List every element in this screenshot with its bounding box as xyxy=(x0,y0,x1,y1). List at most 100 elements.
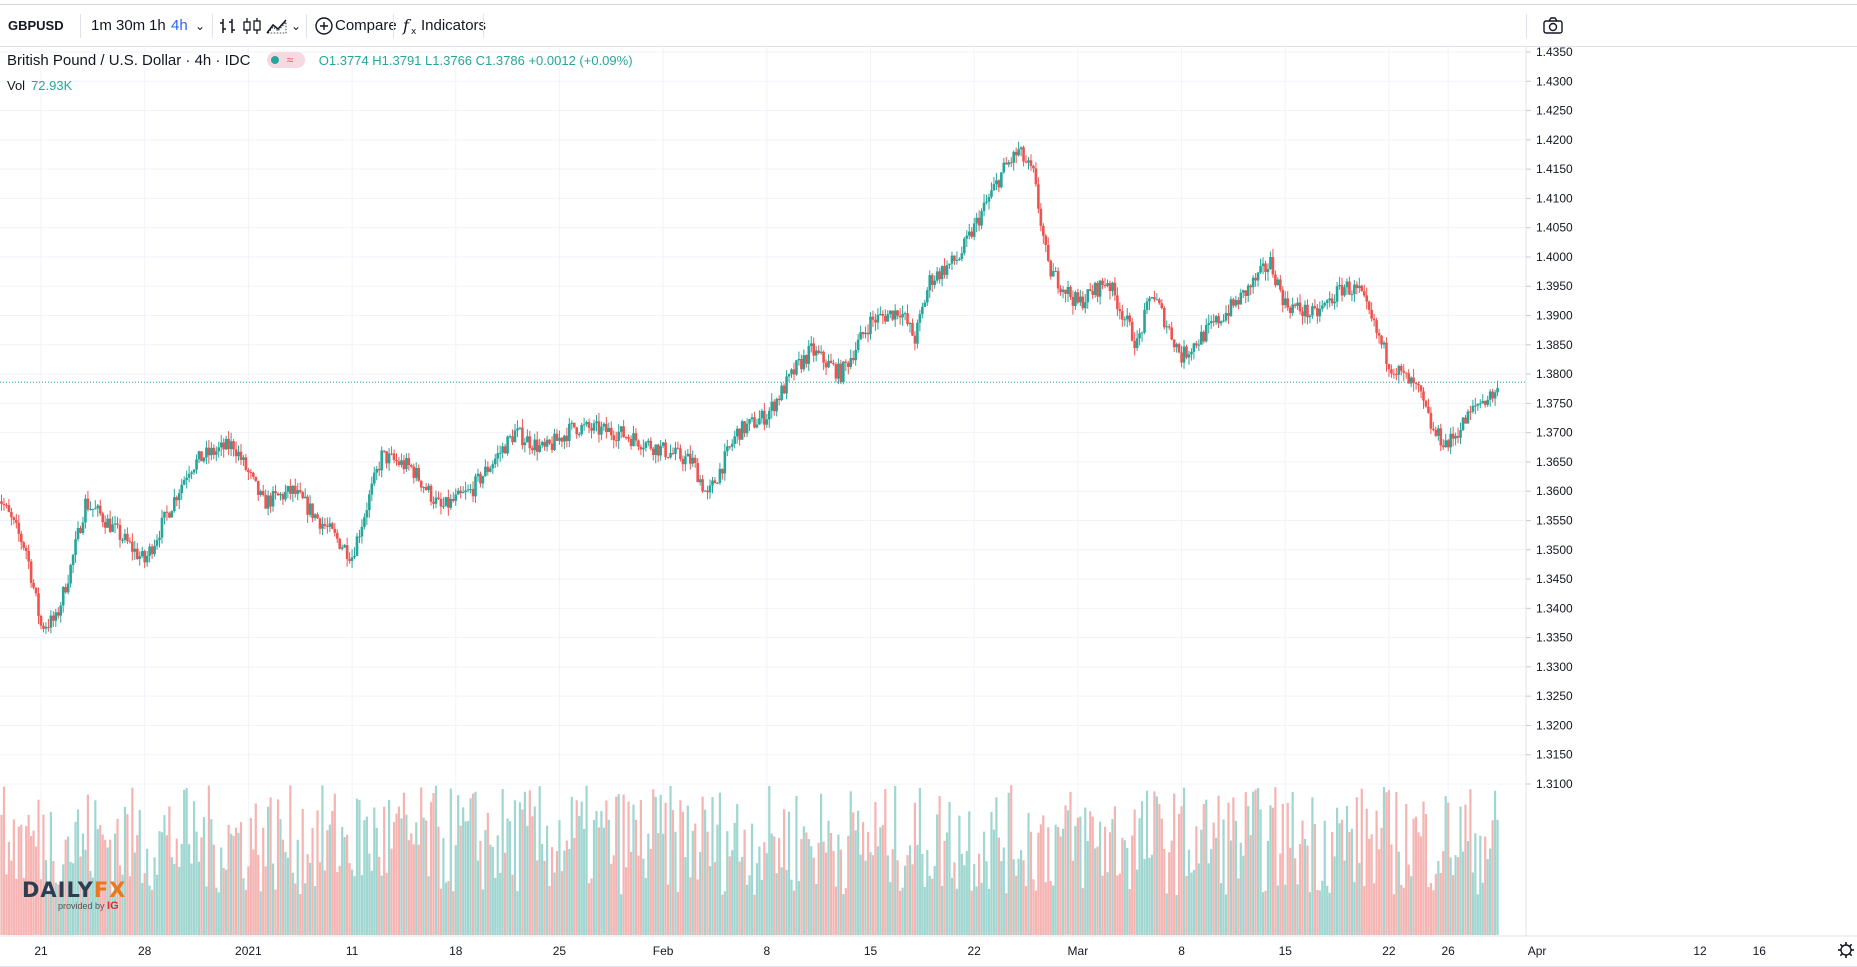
candle-body xyxy=(923,302,927,307)
compare-button[interactable]: Compare xyxy=(335,17,397,34)
candle-body xyxy=(155,540,159,546)
svg-text:f: f xyxy=(402,16,412,35)
candle-body xyxy=(906,313,909,325)
interval-dropdown-chevron-icon[interactable]: ⌄ xyxy=(195,19,206,33)
candle-body xyxy=(1464,417,1467,424)
volume-bar xyxy=(291,872,294,935)
volume-bar xyxy=(25,826,28,935)
volume-bar xyxy=(533,806,536,935)
price-tick-label: 1.3550 xyxy=(1536,513,1573,527)
candle-body xyxy=(1167,326,1171,328)
candle-body xyxy=(1333,301,1336,304)
volume-bar xyxy=(1311,797,1314,935)
indicators-button[interactable]: Indicators xyxy=(421,17,487,34)
area-chart-icon[interactable] xyxy=(265,14,289,38)
candle-body xyxy=(748,419,751,424)
candle-body xyxy=(405,458,408,470)
volume-bar xyxy=(471,793,475,935)
volume-bar xyxy=(360,874,364,935)
status-pill[interactable]: ≈ xyxy=(266,52,305,69)
interval-1h[interactable]: 1h xyxy=(149,17,166,34)
candle-body xyxy=(1493,392,1497,399)
candle-body xyxy=(1395,374,1398,376)
bar-style-icon[interactable] xyxy=(217,14,241,38)
candle-body xyxy=(1251,277,1255,288)
compare-plus-icon[interactable] xyxy=(312,14,336,38)
gear-ring xyxy=(1840,944,1852,956)
candle-body xyxy=(526,436,529,443)
volume-bar xyxy=(27,814,30,935)
interval-1m[interactable]: 1m xyxy=(91,17,112,34)
volume-bar xyxy=(1165,893,1168,935)
window-top-edge xyxy=(0,0,1857,5)
candle-body xyxy=(1496,387,1499,393)
price-axis[interactable]: 1.4350 1.4300 1.4250 1.4200 1.4150 1.4100 1.40… xyxy=(1525,47,1857,936)
candle-body xyxy=(666,457,670,459)
candle-body xyxy=(1283,298,1287,306)
candle-body xyxy=(901,313,904,318)
candle-body xyxy=(790,369,793,375)
candle-body xyxy=(1360,285,1364,292)
volume-bar xyxy=(486,812,489,935)
volume-bar xyxy=(1452,875,1455,935)
candle-body xyxy=(644,442,648,448)
volume-bar xyxy=(1022,860,1025,935)
candle-body xyxy=(925,290,929,303)
volume-bar xyxy=(15,878,18,935)
volume-bar xyxy=(222,868,225,935)
volume-bar xyxy=(136,835,139,935)
interval-4h[interactable]: 4h xyxy=(171,17,188,34)
volume-bar xyxy=(304,883,307,935)
logo-brand: DAILY xyxy=(22,878,94,902)
candle-body xyxy=(1086,289,1090,303)
candle-body xyxy=(1125,315,1129,320)
candle-body xyxy=(975,217,978,224)
candle-body xyxy=(493,458,497,465)
volume-bar xyxy=(583,828,586,935)
candle-body xyxy=(1148,298,1151,302)
candle-body xyxy=(834,364,838,379)
volume-bar xyxy=(262,827,265,935)
volume-bar xyxy=(521,809,524,935)
volume-bar xyxy=(1064,805,1067,935)
volume-bar xyxy=(916,845,919,935)
candle-body xyxy=(1202,331,1206,342)
camera-icon[interactable] xyxy=(1541,14,1565,38)
volume-bar xyxy=(210,819,213,935)
volume-bar xyxy=(624,867,628,935)
volume-bar xyxy=(148,885,151,935)
candle-body xyxy=(1491,391,1494,399)
volume-bar xyxy=(1358,862,1361,935)
volume-bar xyxy=(192,801,196,935)
price-tick-label: 1.3450 xyxy=(1536,572,1573,586)
candles-icon[interactable] xyxy=(240,14,264,38)
candle-body xyxy=(1362,291,1366,296)
candle-body xyxy=(1237,300,1240,305)
time-tick-label: 15 xyxy=(864,944,878,958)
time-tick-label: 22 xyxy=(1382,944,1396,958)
candle-body xyxy=(227,438,230,450)
candle-body xyxy=(730,443,734,447)
candle-body xyxy=(182,479,186,485)
price-tick-label: 1.3300 xyxy=(1536,660,1573,674)
candle-body xyxy=(153,545,156,555)
candle-body xyxy=(553,433,556,450)
candle-body xyxy=(1207,323,1211,326)
volume-bar xyxy=(57,884,60,935)
candle-body xyxy=(800,358,803,370)
chart-style-chevron-icon[interactable]: ⌄ xyxy=(291,19,302,33)
candle-body xyxy=(738,428,741,440)
volume-bar xyxy=(163,815,166,935)
price-chart[interactable]: 1.3786 1.43501.43001.42501.42001.41501.4… xyxy=(0,47,1857,967)
symbol-search[interactable]: GBPUSD xyxy=(8,18,64,33)
volume-bar xyxy=(671,810,675,935)
candle-body xyxy=(1409,377,1413,384)
candle-body xyxy=(533,439,537,451)
volume-bar xyxy=(750,823,754,935)
time-axis[interactable]: 21 28 2021 11 18 25 Feb 8 15 22 Mar 8 15 22 26 Apr 12 16 xyxy=(0,935,1857,958)
interval-30m[interactable]: 30m xyxy=(116,17,146,34)
volume-bar xyxy=(1266,840,1270,935)
candle-body xyxy=(219,442,223,448)
candle-body xyxy=(659,446,662,456)
